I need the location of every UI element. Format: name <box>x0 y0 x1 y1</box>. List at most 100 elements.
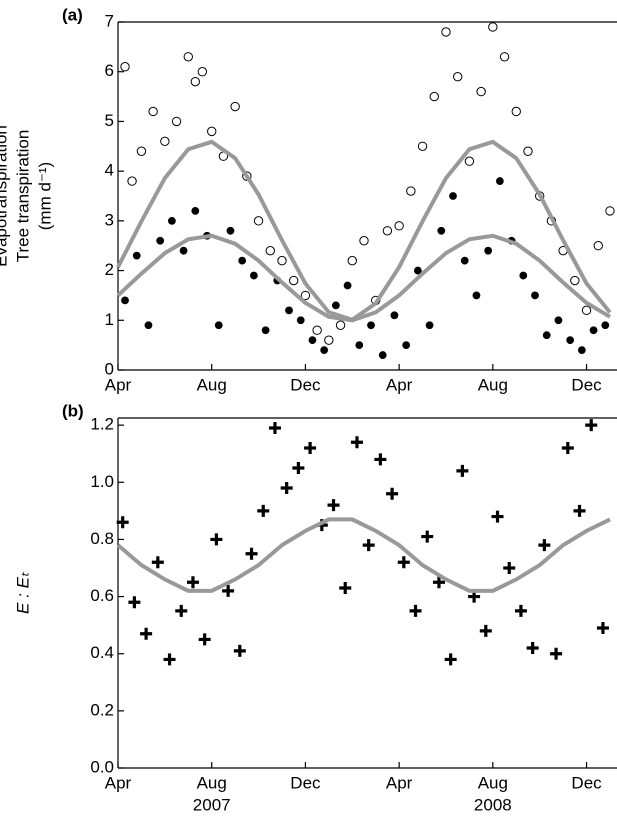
evapotranspiration-point <box>429 91 439 102</box>
transpiration-point <box>261 325 271 335</box>
transpiration-point <box>179 246 189 256</box>
transpiration-point <box>249 271 259 281</box>
x-tick-label: Apr <box>386 375 413 394</box>
y-tick-label: 0.2 <box>90 700 114 719</box>
fit-curve <box>116 233 611 323</box>
evapotranspiration-point <box>190 76 201 87</box>
ratio-point <box>268 422 281 434</box>
y-tick-label: 0.4 <box>90 643 114 662</box>
transpiration-point <box>237 256 247 266</box>
evapotranspiration-point <box>253 216 264 226</box>
ratio-point <box>280 482 293 494</box>
transpiration-point <box>530 290 540 300</box>
evapotranspiration-point <box>476 86 486 97</box>
evapotranspiration-point <box>499 52 510 62</box>
ratio-point <box>257 504 270 517</box>
ratio-point <box>304 442 317 454</box>
transpiration-point <box>214 320 224 330</box>
evapotranspiration-point <box>570 275 580 286</box>
ratio-point <box>222 584 235 597</box>
ratio-point <box>116 516 129 529</box>
y-tick-label: 1.2 <box>90 415 114 434</box>
y-tick-label: 1 <box>105 310 114 329</box>
evapotranspiration-point <box>581 305 592 316</box>
evapotranspiration-point <box>230 101 240 112</box>
y-tick-label: 5 <box>105 111 114 130</box>
evapotranspiration-point <box>207 126 217 137</box>
ratio-point <box>339 582 352 594</box>
evapotranspiration-point <box>197 67 208 77</box>
transpiration-point <box>460 256 470 266</box>
evapotranspiration-point <box>452 71 463 82</box>
evapotranspiration-point <box>120 62 130 72</box>
ratio-point <box>386 487 399 500</box>
x-tick-label: Apr <box>105 375 132 394</box>
ratio-point <box>374 453 387 466</box>
evapotranspiration-point <box>441 27 451 37</box>
x-tick-label: Dec <box>290 375 321 394</box>
transpiration-point <box>155 236 165 246</box>
ratio-point <box>327 499 340 512</box>
year-label: 2007 <box>193 795 231 814</box>
transpiration-point <box>436 226 446 236</box>
evapotranspiration-point <box>347 255 357 266</box>
transpiration-point <box>389 310 399 320</box>
panel-label: (a) <box>62 5 83 24</box>
evapotranspiration-point <box>593 241 603 251</box>
y-axis-label: Tree transpiration <box>13 130 32 263</box>
ratio-point <box>175 604 188 617</box>
transpiration-point <box>425 320 435 330</box>
transpiration-point <box>413 266 423 276</box>
x-tick-label: Dec <box>571 773 602 792</box>
transpiration-point <box>120 295 130 305</box>
transpiration-point <box>448 191 458 201</box>
ratio-point <box>432 576 445 589</box>
ratio-point <box>350 436 363 449</box>
transpiration-point <box>495 176 505 186</box>
ratio-point <box>151 556 164 569</box>
fit-curve <box>116 139 612 322</box>
transpiration-point <box>132 251 142 261</box>
evapotranspiration-point <box>605 206 615 216</box>
evapotranspiration-point <box>324 335 334 345</box>
ratio-point <box>421 530 434 543</box>
transpiration-point <box>577 345 587 355</box>
evapotranspiration-point <box>289 275 299 286</box>
evapotranspiration-point <box>183 52 193 62</box>
evapotranspiration-point <box>359 236 369 246</box>
transpiration-point <box>284 305 294 315</box>
transpiration-point <box>143 320 153 330</box>
ratio-point <box>128 596 141 609</box>
x-tick-label: Apr <box>105 773 132 792</box>
y-tick-label: 0.6 <box>90 586 114 605</box>
y-tick-label: 0 <box>105 359 114 378</box>
evapotranspiration-point <box>171 116 182 127</box>
ratio-point <box>550 647 563 660</box>
evapotranspiration-point <box>127 176 137 186</box>
transpiration-point <box>296 315 306 325</box>
transpiration-point <box>542 330 552 340</box>
transpiration-point <box>401 340 411 350</box>
evapotranspiration-point <box>136 146 147 156</box>
transpiration-point <box>518 271 528 281</box>
y-tick-label: 3 <box>105 210 114 229</box>
evapotranspiration-point <box>300 290 311 301</box>
ratio-point <box>198 633 211 646</box>
x-tick-label: Aug <box>197 375 227 394</box>
ratio-point <box>491 510 504 523</box>
transpiration-point <box>167 216 177 226</box>
y-tick-label: 0.0 <box>90 757 114 776</box>
y-tick-label: 4 <box>105 161 114 180</box>
evapotranspiration-point <box>148 106 158 117</box>
transpiration-point <box>225 226 235 236</box>
x-tick-label: Aug <box>478 375 508 394</box>
ratio-point <box>456 464 469 477</box>
transpiration-point <box>589 325 599 335</box>
ratio-point <box>596 622 609 634</box>
ratio-point <box>538 539 551 552</box>
ratio-point <box>409 604 422 617</box>
evapotranspiration-point <box>277 255 287 266</box>
y-tick-label: 7 <box>105 11 114 30</box>
x-tick-label: Aug <box>478 773 508 792</box>
